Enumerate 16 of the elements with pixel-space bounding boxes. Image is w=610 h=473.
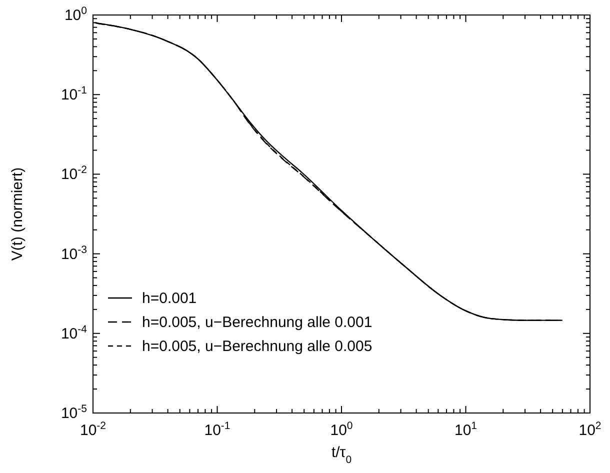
y-tick-label: 10$^{-5}$ [60, 403, 88, 422]
x-tick-label: 10$^{0}$ [330, 420, 353, 439]
legend-label: h=0.005, u−Berechnung alle 0.001 [142, 314, 372, 331]
x-tick-label: 10$^{2}$ [578, 420, 602, 439]
y-tick-label: 10$^{-3}$ [60, 244, 88, 263]
y-tick-label: 10$^{-2}$ [60, 164, 88, 184]
y-tick-label: 10$^{-4}$ [60, 323, 88, 342]
y-tick-label: 10$^{0}$ [64, 5, 88, 24]
x-tick-label: 10$^{-1}$ [204, 420, 230, 439]
y-axis-title: V(t) (normiert) [9, 167, 26, 261]
y-tick-label: 10$^{-1}$ [60, 84, 88, 104]
x-axis-title: t/τ$_{0}$ [331, 444, 352, 466]
x-tick-label: 10$^{-2}$ [80, 420, 106, 439]
legend-label: h=0.001 [142, 290, 197, 307]
x-tick-label: 10$^{1}$ [454, 420, 478, 439]
legend-label: h=0.005, u−Berechnung alle 0.005 [142, 338, 372, 355]
